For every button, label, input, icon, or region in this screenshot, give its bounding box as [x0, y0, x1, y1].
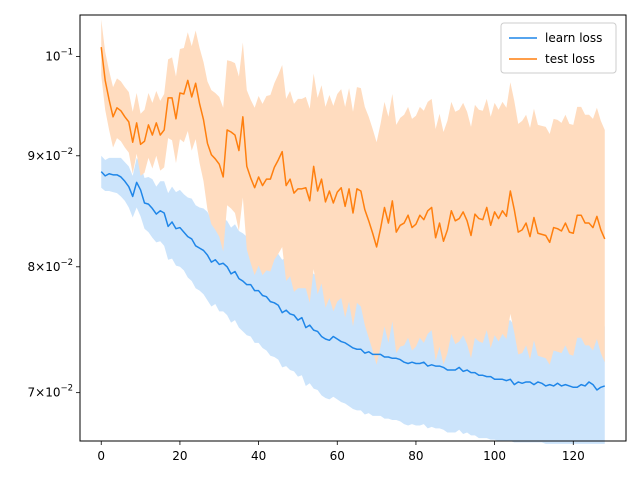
learn-loss-line [100, 171, 606, 391]
x-tick-label: 80 [408, 449, 423, 463]
y-tick-label: 10−1 [45, 47, 73, 63]
x-tick-label: 20 [172, 449, 187, 463]
x-axis-ticks: 0 20 40 60 80 100 120 [97, 441, 585, 463]
learn-loss-legend-label: learn loss [545, 31, 602, 45]
y-axis-ticks: 7×10−2 8×10−2 9×10−2 10−1 [28, 47, 80, 400]
x-tick-label: 60 [330, 449, 345, 463]
plot-frame [79, 14, 627, 442]
x-tick-label: 0 [97, 449, 105, 463]
x-tick-label: 120 [562, 449, 585, 463]
legend-box [500, 22, 617, 74]
series-lines [100, 47, 606, 391]
y-tick-label: 7×10−2 [28, 384, 74, 400]
y-tick-label: 8×10−2 [28, 258, 74, 274]
test-loss-line [100, 47, 606, 248]
legend: learn loss test loss [500, 22, 617, 74]
x-tick-label: 40 [251, 449, 266, 463]
y-tick-label: 9×10−2 [28, 147, 74, 163]
test-loss-band [101, 19, 605, 365]
x-tick-label: 100 [483, 449, 506, 463]
test-loss-legend-label: test loss [545, 52, 595, 66]
confidence-bands [101, 19, 605, 444]
